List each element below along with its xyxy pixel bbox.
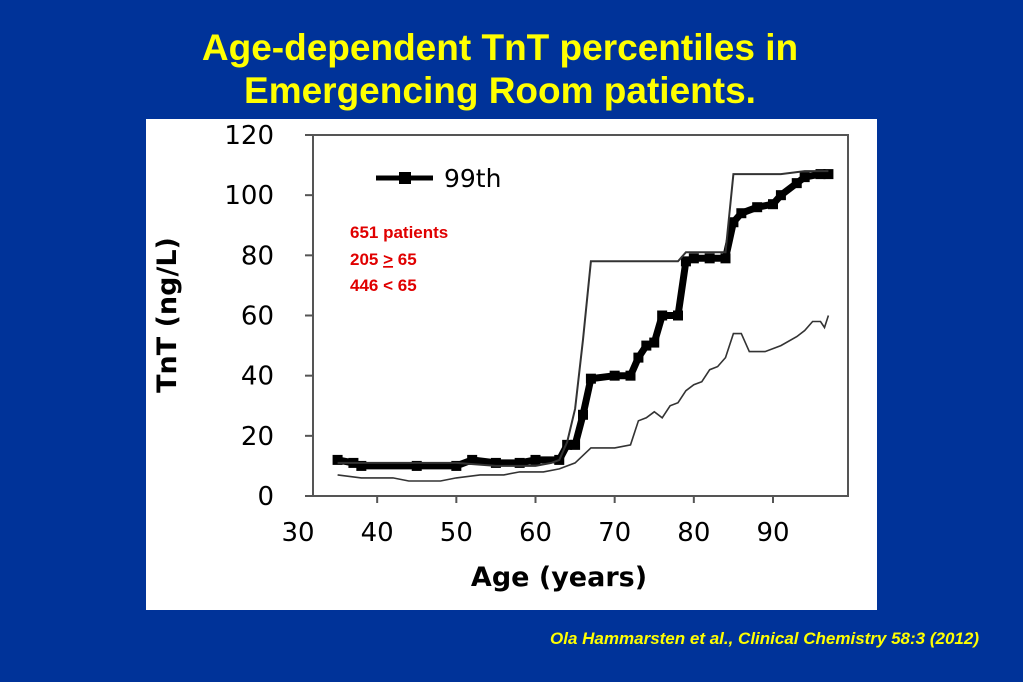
y-tick-label: 20 xyxy=(241,422,274,452)
series-99th-point xyxy=(490,457,501,468)
slide-title-line1: Age-dependent TnT percentiles in xyxy=(201,27,799,68)
series-99th-point xyxy=(578,409,588,420)
annotation-symbol: > xyxy=(383,250,393,269)
series-99th-point xyxy=(625,370,636,381)
annotation-line3: 446 < 65 xyxy=(350,276,417,295)
series-layer xyxy=(332,169,834,482)
series-99th-point xyxy=(791,178,802,189)
legend-swatch-marker xyxy=(399,172,411,184)
series-99th-point xyxy=(720,253,731,264)
series-99th-point xyxy=(673,310,683,321)
series-99th-point xyxy=(775,190,786,201)
y-tick-label: 0 xyxy=(257,482,274,512)
series-99th-point xyxy=(530,454,541,465)
series-99th-point xyxy=(823,169,834,180)
series-99th-point xyxy=(514,457,525,468)
series-99th-point xyxy=(562,439,573,450)
series-99th-point xyxy=(704,253,715,264)
series-99th-point xyxy=(570,439,581,450)
series-99th-point xyxy=(641,340,652,351)
x-tick-label: 40 xyxy=(361,518,394,548)
y-tick-label: 120 xyxy=(224,121,274,151)
series-99th-point xyxy=(768,199,778,210)
x-tick-label: 90 xyxy=(756,518,789,548)
series-99th-point xyxy=(356,460,367,471)
chart-axes: 0 20 40 60 80 100 120 30 40 50 60 70 80 90 Age (years)… xyxy=(152,121,849,593)
series-99th-point xyxy=(609,370,620,381)
series-lower-line xyxy=(337,315,830,482)
y-tick-label: 40 xyxy=(241,362,274,392)
y-tick-label: 100 xyxy=(224,181,274,211)
y-axis-title: TnT (ng/L) xyxy=(152,237,183,393)
chart-panel: 0 20 40 60 80 100 120 30 40 50 60 70 80 90 Age (years)… xyxy=(146,119,877,610)
tnt-percentile-chart: 0 20 40 60 80 100 120 30 40 50 60 70 80 90 Age (years)… xyxy=(152,121,849,593)
annotation-line1: 651 patients xyxy=(350,223,448,242)
series-99th-point xyxy=(752,202,763,213)
series-99th-point xyxy=(649,337,660,348)
x-tick-label: 30 xyxy=(281,518,314,548)
series-99th-point xyxy=(799,172,810,183)
chart-legend: 99th xyxy=(376,164,501,193)
x-tick-label: 80 xyxy=(677,518,710,548)
series-99th-point xyxy=(585,373,596,384)
y-tick-label: 60 xyxy=(241,302,274,332)
series-99th-point xyxy=(815,169,826,180)
x-axis-title: Age (years) xyxy=(471,562,647,593)
series-99th-point xyxy=(451,460,462,471)
series-99th-point xyxy=(633,352,644,363)
slide-title: Age-dependent TnT percentiles in Emergen… xyxy=(0,26,1000,112)
annotation-line2: 205 > 65 xyxy=(350,250,417,269)
series-99th-point xyxy=(736,208,747,219)
slide-title-line2: Emergencing Room patients. xyxy=(244,70,756,111)
series-99th-point xyxy=(657,310,668,321)
plot-frame xyxy=(312,134,849,497)
series-upper-line xyxy=(337,170,829,467)
series-99th-point xyxy=(411,460,422,471)
series-99th-point xyxy=(688,253,699,264)
series-99th-point xyxy=(467,454,478,465)
series-99th-point xyxy=(728,217,739,228)
x-tick-label: 70 xyxy=(598,518,631,548)
y-tick-label: 80 xyxy=(241,241,274,271)
legend-label-99th: 99th xyxy=(444,164,501,193)
x-tick-label: 50 xyxy=(440,518,473,548)
x-tick-label: 60 xyxy=(519,518,552,548)
series-99th-line xyxy=(336,170,829,470)
series-99th-point xyxy=(332,454,343,465)
citation: Ola Hammarsten et al., Clinical Chemistr… xyxy=(550,629,979,648)
series-99th-point xyxy=(680,256,691,267)
